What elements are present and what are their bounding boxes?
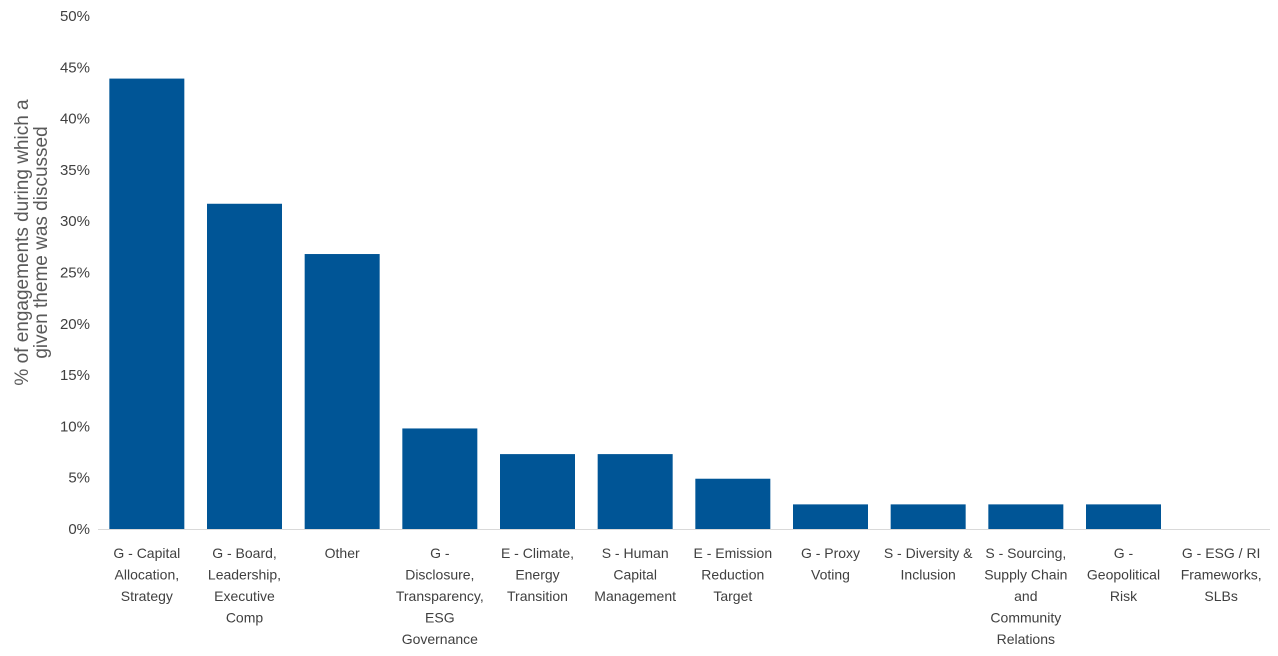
bar [402, 428, 478, 529]
x-category-label-line: Reduction [701, 567, 764, 583]
y-axis-title: % of engagements during which agiven the… [12, 99, 52, 386]
x-category-label-line: Community [990, 610, 1061, 626]
y-axis-tick-labels: 0% 5% 10% 15% 20% 25% 30% 35% 40% 45% 50% [60, 8, 90, 538]
y-tick-label: 30% [60, 213, 90, 230]
bar [1086, 504, 1161, 529]
x-category-label: S - Human Capital Management [594, 545, 676, 604]
bar [793, 504, 868, 529]
y-tick-label: 0% [68, 521, 90, 538]
bar [500, 454, 575, 529]
x-category-label: G - Proxy Voting [801, 545, 860, 583]
x-category-label-line: Voting [811, 567, 850, 583]
x-category-label-line: Transparency, [396, 588, 484, 604]
x-category-label-line: G - [1114, 545, 1134, 561]
y-axis-label: % of engagements during which agiven the… [12, 99, 52, 386]
y-tick-label: 15% [60, 367, 90, 384]
x-category-label: G - Capital Allocation, Strategy [113, 545, 180, 604]
x-category-label-line: Management [594, 588, 676, 604]
x-category-label-line: Energy [515, 567, 559, 583]
x-category-label-line: Capital [613, 567, 657, 583]
y-tick-label: 25% [60, 265, 90, 282]
y-axis-label-line: given theme was discussed [31, 126, 52, 358]
y-axis-label-line: % of engagements during which a [12, 99, 33, 386]
x-category-label-line: SLBs [1204, 588, 1237, 604]
x-category-label: G - Disclosure, Transparency, ESG Governance [396, 545, 484, 647]
x-category-label: G - Board, Leadership, Executive Comp [208, 545, 281, 626]
x-category-label-line: G - Board, [212, 545, 277, 561]
x-category-label-line: Other [325, 545, 360, 561]
x-category-label-line: Transition [507, 588, 568, 604]
x-category-label-line: Leadership, [208, 567, 281, 583]
x-category-label-line: Executive [214, 588, 275, 604]
x-axis-category-labels: G - Capital Allocation, Strategy G - Board,… [113, 545, 1261, 647]
y-tick-label: 50% [60, 8, 90, 25]
y-tick-label: 35% [60, 162, 90, 179]
x-category-label-line: and [1014, 588, 1037, 604]
bar [695, 478, 771, 529]
bar [207, 203, 282, 529]
x-category-label-line: S - Human [602, 545, 669, 561]
x-category-label-line: Target [713, 588, 752, 604]
bar [890, 504, 966, 529]
y-tick-label: 20% [60, 316, 90, 333]
x-category-label-line: S - Diversity & [884, 545, 973, 561]
x-category-label: S - Diversity & Inclusion [884, 545, 973, 583]
x-category-label: Other [325, 545, 360, 561]
y-tick-label: 40% [60, 111, 90, 128]
bar [988, 504, 1064, 529]
x-category-label-line: Geopolitical [1087, 567, 1160, 583]
x-category-label-line: S - Sourcing, [985, 545, 1066, 561]
x-category-label-line: G - [430, 545, 450, 561]
x-category-label-line: Allocation, [115, 567, 180, 583]
x-category-label: S - Sourcing, Supply Chain and Community Rel… [984, 545, 1067, 647]
y-tick-label: 5% [68, 470, 90, 487]
bar [304, 254, 380, 530]
x-category-label-line: E - Climate, [501, 545, 574, 561]
x-category-label-line: G - ESG / RI [1182, 545, 1261, 561]
x-category-label: G - Geopolitical Risk [1087, 545, 1160, 604]
x-category-label-line: Inclusion [901, 567, 956, 583]
x-category-label-line: G - Proxy [801, 545, 860, 561]
x-category-label-line: Supply Chain [984, 567, 1067, 583]
bar [109, 78, 185, 529]
bars [109, 78, 1161, 530]
x-category-label: E - Climate, Energy Transition [501, 545, 574, 604]
x-category-label-line: Strategy [121, 588, 173, 604]
y-tick-label: 10% [60, 418, 90, 435]
x-category-label-line: Risk [1110, 588, 1138, 604]
x-category-label-line: Governance [402, 631, 478, 647]
x-category-label: E - Emission Reduction Target [694, 545, 773, 604]
x-category-label-line: Disclosure, [405, 567, 474, 583]
x-category-label-line: Relations [997, 631, 1055, 647]
bar [597, 454, 673, 529]
x-category-label-line: G - Capital [113, 545, 180, 561]
x-category-label-line: Frameworks, [1181, 567, 1262, 583]
x-category-label-line: ESG [425, 610, 455, 626]
x-category-label: G - ESG / RI Frameworks, SLBs [1181, 545, 1262, 604]
x-category-label-line: Comp [226, 610, 264, 626]
x-category-label-line: E - Emission [694, 545, 773, 561]
y-tick-label: 45% [60, 59, 90, 76]
